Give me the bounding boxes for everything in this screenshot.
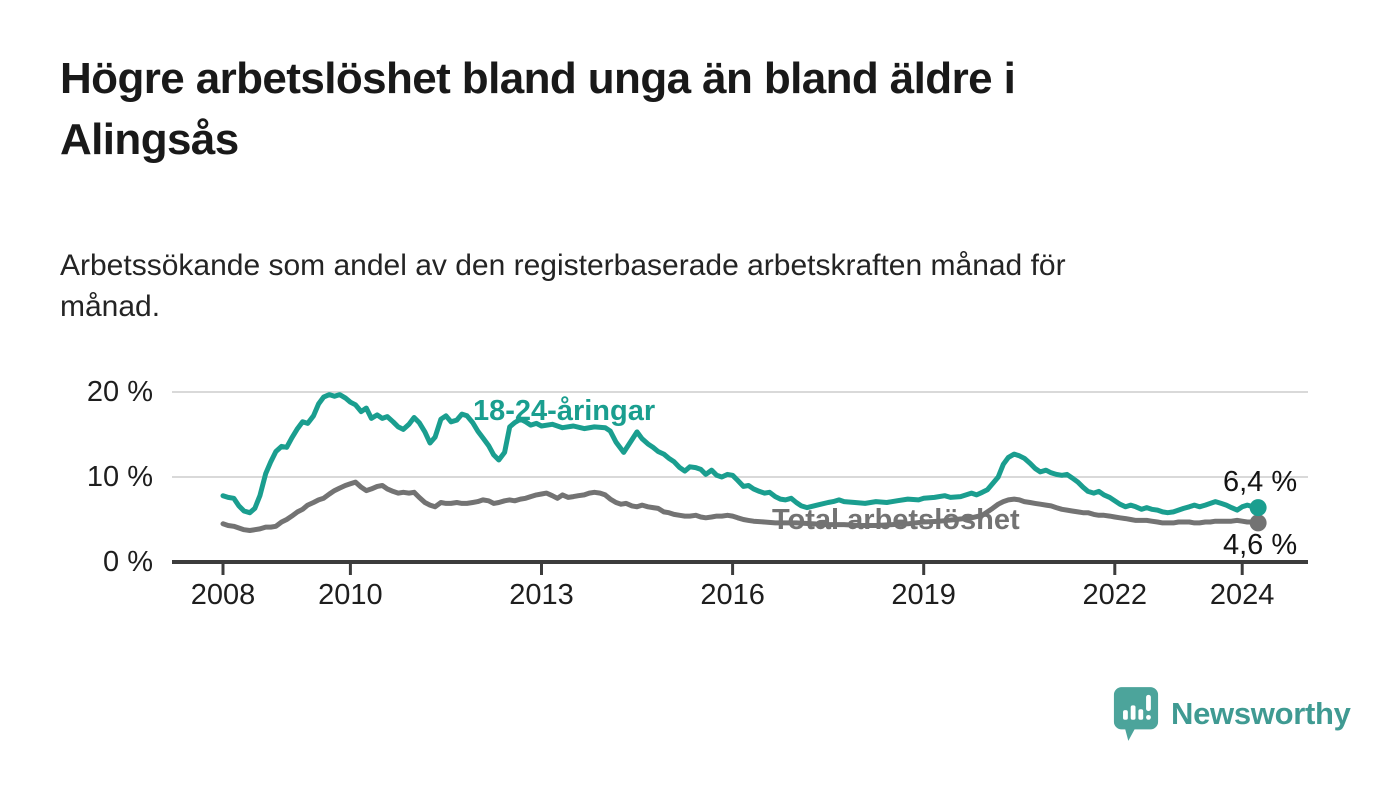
x-axis-tick-label: 2024 bbox=[1209, 579, 1275, 611]
x-axis-tick-label: 2008 bbox=[190, 579, 256, 611]
x-axis-tick-label: 2013 bbox=[509, 579, 574, 611]
newsworthy-logo[interactable]: Newsworthy bbox=[1112, 684, 1351, 744]
series-end-dot-total bbox=[1249, 514, 1267, 532]
page-title: Högre arbetslöshet bland unga än bland ä… bbox=[60, 48, 1016, 170]
x-axis-tick-label: 2016 bbox=[700, 579, 765, 611]
x-axis-tick-label: 2019 bbox=[891, 579, 956, 611]
series-line-youth bbox=[220, 392, 1261, 516]
x-axis-tick-label: 2022 bbox=[1082, 579, 1148, 611]
chart-subtitle: Arbetssökande som andel av den registerb… bbox=[60, 245, 1066, 327]
end-value-label-youth: 6,4 % bbox=[1223, 466, 1298, 498]
chart-subtitle-line-2: månad. bbox=[60, 290, 161, 323]
y-axis-tick-label: 0 % bbox=[103, 546, 153, 578]
y-axis-tick-label: 10 % bbox=[86, 461, 153, 493]
page-title-line-1: Högre arbetslöshet bland unga än bland ä… bbox=[60, 54, 1016, 103]
page-title-line-2: Alingsås bbox=[60, 115, 239, 164]
series-label-youth: 18-24-åringar bbox=[473, 395, 656, 427]
newsworthy-logo-text: Newsworthy bbox=[1171, 696, 1351, 731]
end-value-label-total: 4,6 % bbox=[1223, 529, 1298, 561]
series-line-total bbox=[220, 479, 1261, 533]
newsworthy-logo-icon bbox=[1112, 685, 1160, 744]
series-end-dot-youth bbox=[1249, 499, 1267, 517]
series-label-total: Total arbetslöshet bbox=[772, 504, 1020, 536]
y-axis-tick-label: 20 % bbox=[86, 376, 153, 408]
chart-subtitle-line-1: Arbetssökande som andel av den registerb… bbox=[60, 249, 1066, 282]
x-axis-tick-label: 2010 bbox=[318, 579, 383, 611]
